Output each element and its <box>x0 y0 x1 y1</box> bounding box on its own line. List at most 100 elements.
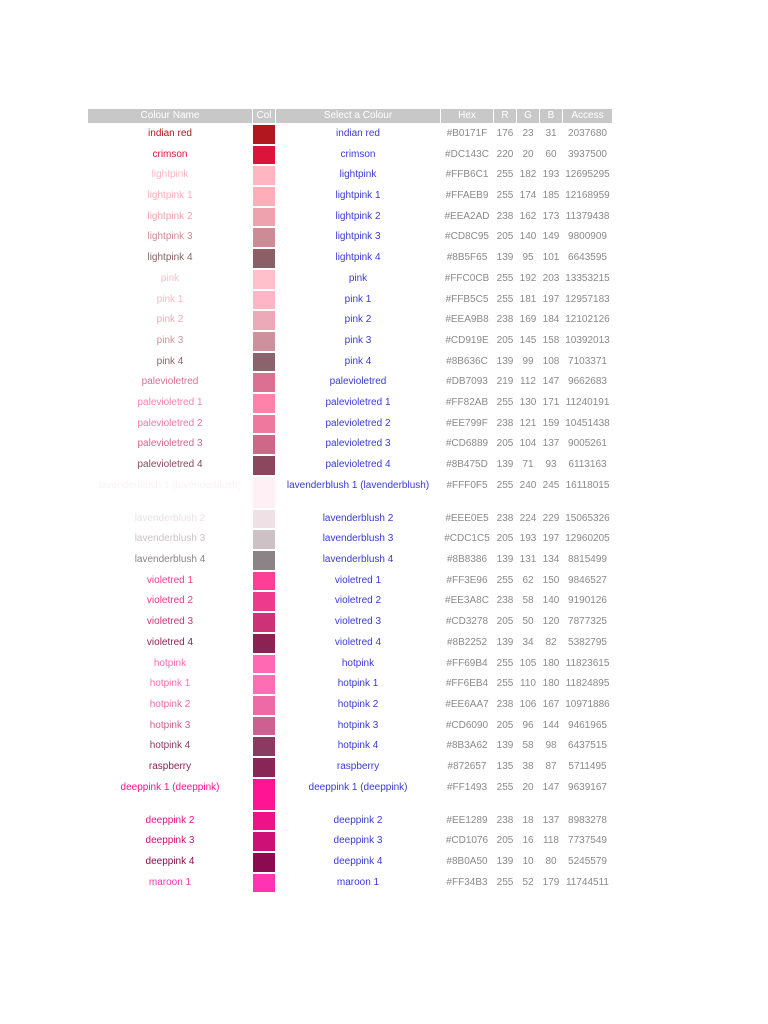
colour-name: lightpink 3 <box>147 231 193 243</box>
select-colour-link[interactable]: indian red <box>336 128 380 139</box>
table-row: lightpink 4 lightpink 4 #8B5F65 139 95 101 664… <box>88 248 612 269</box>
hex: #CDC1C5 <box>444 533 490 545</box>
select-colour-link[interactable]: deeppink 1 (deeppink) <box>308 781 408 793</box>
colour-name: lightpink 4 <box>147 252 193 264</box>
access: 6113163 <box>568 459 607 470</box>
g: 145 <box>519 334 537 346</box>
access: 9190126 <box>568 595 607 607</box>
b: 98 <box>545 740 557 752</box>
b: 179 <box>542 876 560 888</box>
b: 185 <box>542 190 560 202</box>
select-colour-link[interactable]: hotpink 3 <box>337 719 379 731</box>
access: 11379438 <box>565 210 610 222</box>
colour-name: violetred 1 <box>146 574 194 586</box>
table-row: crimson crimson #DC143C 220 20 60 3937500 <box>88 145 612 166</box>
select-colour-link[interactable]: violetred 2 <box>334 595 382 607</box>
hex: #EEA2AD <box>444 210 490 222</box>
swatch <box>253 716 275 736</box>
access: 9662683 <box>568 376 607 388</box>
access: 11240191 <box>565 396 610 408</box>
select-colour-link[interactable]: lavenderblush 4 <box>322 554 394 566</box>
access: 12960205 <box>565 533 610 545</box>
select-colour-link[interactable]: hotpink 1 <box>337 678 379 690</box>
table-row: violetred 4 violetred 4 #8B2252 139 34 82 5382… <box>88 633 612 654</box>
r: 205 <box>496 835 514 847</box>
select-colour-link[interactable]: deeppink 2 <box>333 814 383 826</box>
hex: #8B475D <box>446 459 488 470</box>
select-colour-link[interactable]: pink 4 <box>344 355 372 367</box>
select-colour-link[interactable]: lavenderblush 3 <box>322 533 394 545</box>
g: 104 <box>519 438 537 450</box>
colour-table: Colour Name Col Select a Colour Hex R G B Acces… <box>88 109 612 893</box>
select-colour-link[interactable]: palevioletred 2 <box>325 417 391 429</box>
select-colour-link[interactable]: violetred 1 <box>334 574 382 586</box>
g: 193 <box>519 533 537 545</box>
select-colour-link[interactable]: crimson <box>340 148 376 160</box>
access: 12957183 <box>565 293 610 305</box>
colour-name: deeppink 4 <box>145 856 195 867</box>
table-row: deeppink 4 deeppink 4 #8B0A50 139 10 80 524557… <box>88 852 612 873</box>
table-row: palevioletred 4 palevioletred 4 #8B475D 139… <box>88 455 612 476</box>
swatch <box>253 551 275 570</box>
colour-name: pink 1 <box>156 293 184 305</box>
select-colour-link[interactable]: lightpink 1 <box>335 190 381 202</box>
r: 205 <box>496 616 514 628</box>
table-row: hotpink hotpink #FF69B4 255 105 180 11823615 <box>88 654 612 675</box>
colour-name: palevioletred 3 <box>137 438 203 450</box>
select-colour-link[interactable]: raspberry <box>336 760 380 772</box>
select-colour-link[interactable]: lavenderblush 1 (lavenderblush) <box>286 479 430 491</box>
b: 159 <box>542 417 560 429</box>
b: 118 <box>543 835 559 847</box>
colour-name: hotpink 4 <box>149 740 191 752</box>
select-colour-link[interactable]: hotpink 2 <box>337 698 379 710</box>
g: 38 <box>522 760 534 772</box>
swatch <box>253 873 275 893</box>
colour-name: lightpink 1 <box>147 190 193 202</box>
colour-name: palevioletred 2 <box>137 417 203 429</box>
swatch <box>253 853 275 872</box>
r: 139 <box>496 252 514 264</box>
b: 82 <box>545 636 557 648</box>
select-colour-link[interactable]: lightpink 2 <box>335 210 381 222</box>
hex: #FFB6C1 <box>445 169 489 181</box>
table-row: lavenderblush 1 (lavenderblush) lavenderb… <box>88 476 612 509</box>
select-colour-link[interactable]: palevioletred 1 <box>325 396 391 408</box>
select-colour-link[interactable]: violetred 3 <box>334 616 382 628</box>
select-colour-link[interactable]: pink 2 <box>344 314 372 326</box>
select-colour-link[interactable]: violetred 4 <box>334 636 382 648</box>
table-row: maroon 1 maroon 1 #FF34B3 255 52 179 11744511 <box>88 873 612 894</box>
hex: #EE6AA7 <box>445 698 489 710</box>
select-colour-link[interactable]: lavenderblush 2 <box>322 512 394 524</box>
select-colour-link[interactable]: pink 3 <box>344 334 372 346</box>
select-colour-link[interactable]: lightpink 3 <box>335 231 381 243</box>
select-colour-link[interactable]: lightpink 4 <box>335 252 381 264</box>
table-row: violetred 3 violetred 3 #CD3278 205 50 120 787… <box>88 612 612 633</box>
select-colour-link[interactable]: lightpink <box>339 169 377 181</box>
g: 18 <box>522 814 534 826</box>
header-cell: Col <box>253 109 275 123</box>
access: 16118015 <box>565 479 610 491</box>
r: 220 <box>496 148 514 160</box>
table-row: raspberry raspberry #872657 135 38 87 5711495 <box>88 757 612 778</box>
select-colour-link[interactable]: hotpink 4 <box>337 740 379 752</box>
select-colour-link[interactable]: palevioletred 3 <box>325 438 391 450</box>
colour-name: lavenderblush 3 <box>134 533 206 545</box>
header-cell: Access <box>563 109 612 123</box>
select-colour-link[interactable]: palevioletred 4 <box>325 459 391 470</box>
select-colour-link[interactable]: pink 1 <box>344 293 372 305</box>
g: 99 <box>522 355 534 367</box>
select-colour-link[interactable]: deeppink 3 <box>333 835 383 847</box>
table-row: lightpink 2 lightpink 2 #EEA2AD 238 162 173 11… <box>88 207 612 228</box>
select-colour-link[interactable]: hotpink <box>341 657 375 669</box>
swatch <box>253 435 275 454</box>
select-colour-link[interactable]: maroon 1 <box>336 876 380 888</box>
hex: #FF69B4 <box>446 657 488 669</box>
select-colour-link[interactable]: deeppink 4 <box>333 856 383 867</box>
colour-name: lightpink <box>151 169 189 181</box>
select-colour-link[interactable]: palevioletred <box>329 376 387 388</box>
r: 238 <box>496 314 514 326</box>
table-row: palevioletred 2 palevioletred 2 #EE799F 238… <box>88 414 612 435</box>
header-cell: R <box>494 109 516 123</box>
select-colour-link[interactable]: pink <box>348 272 368 284</box>
hex: #EEA9B8 <box>445 314 489 326</box>
